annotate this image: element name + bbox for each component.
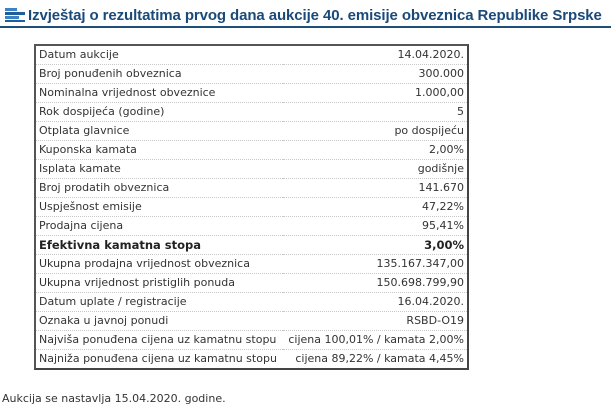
table-row-coupon-rate: Kuponska kamata 2,00% — [36, 140, 467, 160]
row-value: cijena 89,22% / kamata 4,45% — [295, 352, 464, 365]
table-row-sold-bonds: Broj prodatih obveznica 141.670 — [36, 178, 467, 198]
row-label: Najviša ponuđena cijena uz kamatnu stopu — [36, 330, 284, 350]
row-label: Prodajna cijena — [36, 216, 284, 236]
table-row-total-bids-value: Ukupna vrijednost pristiglih ponuda 150.… — [36, 273, 467, 293]
table-row-principal-repayment: Otplata glavnice po dospijeću — [36, 121, 467, 141]
row-label: Ukupna vrijednost pristiglih ponuda — [36, 273, 284, 293]
row-value: 95,41% — [283, 216, 467, 236]
table-row-interest-payment: Isplata kamate godišnje — [36, 159, 467, 179]
table-row-lowest-bid: Najniža ponuđena cijena uz kamatnu stopu… — [36, 350, 467, 369]
table-row-highest-bid: Najviša ponuđena cijena uz kamatnu stopu… — [36, 330, 467, 350]
row-value: 3,00% — [283, 235, 467, 255]
row-label: Datum aukcije — [36, 46, 284, 65]
row-label: Uspješnost emisije — [36, 197, 284, 217]
page-header: Izvještaj o rezultatima prvog dana aukci… — [0, 4, 611, 28]
row-label: Efektivna kamatna stopa — [36, 235, 284, 255]
auction-continuation-note: Aukcija se nastavlja 15.04.2020. godine. — [2, 392, 226, 405]
table-row-sale-price: Prodajna cijena 95,41% — [36, 216, 467, 236]
row-value: 14.04.2020. — [283, 46, 467, 65]
auction-report-box: Datum aukcije 14.04.2020. Broj ponuđenih… — [34, 44, 469, 370]
row-value: 47,22% — [283, 197, 467, 217]
row-value: po dospijeću — [283, 121, 467, 141]
row-label: Kuponska kamata — [36, 140, 284, 160]
row-value: RSBD-O19 — [283, 311, 467, 331]
row-value: 5 — [283, 102, 467, 122]
row-value: 141.670 — [283, 178, 467, 198]
table-row-total-sale-value: Ukupna prodajna vrijednost obveznica 135… — [36, 254, 467, 274]
table-row-issue-success: Uspješnost emisije 47,22% — [36, 197, 467, 217]
row-label: Rok dospijeća (godine) — [36, 102, 284, 122]
row-value: cijena 100,01% / kamata 2,00% — [283, 330, 467, 350]
table-row-auction-date: Datum aukcije 14.04.2020. — [36, 46, 467, 65]
row-label: Broj prodatih obveznica — [36, 178, 284, 198]
row-value: 16.04.2020. — [283, 292, 467, 312]
row-label: Broj ponuđenih obveznica — [36, 64, 284, 84]
row-value: 2,00% — [283, 140, 467, 160]
table-row-effective-rate: Efektivna kamatna stopa 3,00% — [36, 235, 467, 255]
row-label: Isplata kamate — [36, 159, 284, 179]
row-label: Oznaka u javnoj ponudi — [36, 311, 284, 331]
auction-report-table: Datum aukcije 14.04.2020. Broj ponuđenih… — [36, 46, 467, 368]
table-row-offered-bonds: Broj ponuđenih obveznica 300.000 — [36, 64, 467, 84]
row-value: 135.167.347,00 — [283, 254, 467, 274]
row-label: Ukupna prodajna vrijednost obveznica — [36, 254, 284, 274]
table-row-nominal-value: Nominalna vrijednost obveznice 1.000,00 — [36, 83, 467, 103]
row-label: Datum uplate / registracije — [36, 292, 284, 312]
row-value: godišnje — [283, 159, 467, 179]
list-bars-icon — [5, 8, 25, 22]
row-label: Nominalna vrijednost obveznice — [36, 83, 284, 103]
table-row-public-offer-code: Oznaka u javnoj ponudi RSBD-O19 — [36, 311, 467, 331]
row-label: Najniža ponuđena cijena uz kamatnu stopu — [39, 352, 277, 365]
table-row-maturity: Rok dospijeća (godine) 5 — [36, 102, 467, 122]
row-value: 300.000 — [283, 64, 467, 84]
row-label: Otplata glavnice — [36, 121, 284, 141]
row-value: 150.698.799,90 — [283, 273, 467, 293]
row-value: 1.000,00 — [283, 83, 467, 103]
page-title: Izvještaj o rezultatima prvog dana aukci… — [28, 6, 602, 24]
table-row-payment-date: Datum uplate / registracije 16.04.2020. — [36, 292, 467, 312]
